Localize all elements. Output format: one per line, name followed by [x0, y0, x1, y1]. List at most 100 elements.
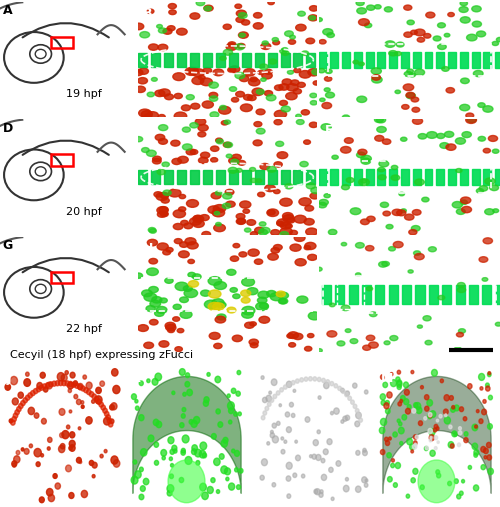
Circle shape [24, 379, 30, 386]
Circle shape [14, 456, 20, 463]
Circle shape [342, 115, 349, 120]
Circle shape [463, 417, 467, 421]
Circle shape [161, 198, 170, 203]
Circle shape [484, 448, 488, 454]
Circle shape [136, 86, 145, 92]
Circle shape [59, 409, 65, 415]
Bar [177, 53, 186, 66]
Circle shape [185, 238, 196, 245]
Bar [366, 52, 374, 68]
Circle shape [232, 335, 242, 342]
Circle shape [36, 387, 40, 392]
Circle shape [466, 113, 474, 118]
Circle shape [227, 394, 230, 397]
Circle shape [310, 122, 318, 128]
Circle shape [479, 419, 483, 423]
Circle shape [148, 239, 158, 246]
Text: G: G [2, 239, 13, 252]
Circle shape [344, 138, 353, 143]
Bar [389, 169, 397, 185]
Circle shape [208, 277, 222, 285]
Text: J: J [6, 372, 11, 385]
Circle shape [460, 78, 469, 84]
Circle shape [198, 124, 208, 131]
Circle shape [460, 200, 468, 204]
Circle shape [452, 431, 457, 437]
Circle shape [212, 299, 224, 307]
Circle shape [214, 281, 226, 289]
Circle shape [144, 478, 149, 485]
Bar [354, 169, 362, 185]
Circle shape [374, 117, 384, 123]
Circle shape [266, 395, 272, 402]
Circle shape [28, 407, 34, 415]
Circle shape [157, 243, 168, 250]
Circle shape [158, 115, 165, 119]
Circle shape [83, 375, 86, 379]
Circle shape [428, 413, 432, 417]
Circle shape [288, 343, 296, 347]
Circle shape [155, 90, 165, 96]
Circle shape [134, 136, 142, 142]
Circle shape [185, 67, 198, 76]
Circle shape [92, 394, 96, 399]
Circle shape [356, 1, 364, 6]
Circle shape [492, 209, 498, 212]
Circle shape [155, 134, 165, 140]
Circle shape [262, 459, 268, 466]
Circle shape [484, 209, 494, 215]
Circle shape [90, 391, 94, 397]
Circle shape [300, 70, 311, 78]
Circle shape [368, 342, 378, 348]
Circle shape [280, 49, 287, 54]
Circle shape [357, 413, 361, 417]
Bar [52, 154, 73, 166]
Circle shape [321, 124, 332, 130]
Circle shape [210, 112, 219, 118]
Circle shape [423, 316, 431, 321]
Circle shape [396, 42, 404, 47]
Circle shape [74, 381, 78, 386]
Circle shape [396, 210, 406, 216]
Circle shape [165, 278, 173, 283]
Circle shape [250, 167, 256, 171]
Circle shape [230, 287, 237, 293]
Circle shape [356, 486, 361, 492]
Circle shape [217, 302, 226, 308]
Bar [460, 52, 468, 68]
Circle shape [496, 38, 500, 42]
Circle shape [318, 377, 321, 382]
Circle shape [440, 379, 444, 383]
Circle shape [315, 489, 320, 495]
Circle shape [237, 44, 245, 49]
Circle shape [488, 395, 492, 400]
Circle shape [404, 399, 409, 405]
Circle shape [287, 494, 290, 498]
Circle shape [278, 299, 286, 304]
Circle shape [324, 382, 329, 389]
Circle shape [406, 93, 415, 99]
Circle shape [290, 80, 299, 85]
Circle shape [424, 33, 431, 38]
Circle shape [9, 419, 13, 423]
Circle shape [236, 213, 245, 219]
Circle shape [164, 94, 173, 100]
Circle shape [436, 470, 440, 474]
Circle shape [387, 392, 392, 398]
Circle shape [280, 388, 283, 392]
Circle shape [170, 457, 172, 460]
Circle shape [346, 478, 348, 481]
Circle shape [248, 95, 256, 100]
Circle shape [260, 227, 270, 234]
Circle shape [192, 215, 203, 222]
Circle shape [232, 154, 241, 161]
Circle shape [182, 105, 190, 111]
Circle shape [139, 494, 144, 500]
Circle shape [282, 212, 293, 220]
Circle shape [438, 296, 445, 300]
Circle shape [492, 42, 498, 46]
Circle shape [146, 150, 156, 157]
Circle shape [356, 450, 360, 455]
Circle shape [316, 267, 322, 271]
Circle shape [378, 262, 388, 267]
